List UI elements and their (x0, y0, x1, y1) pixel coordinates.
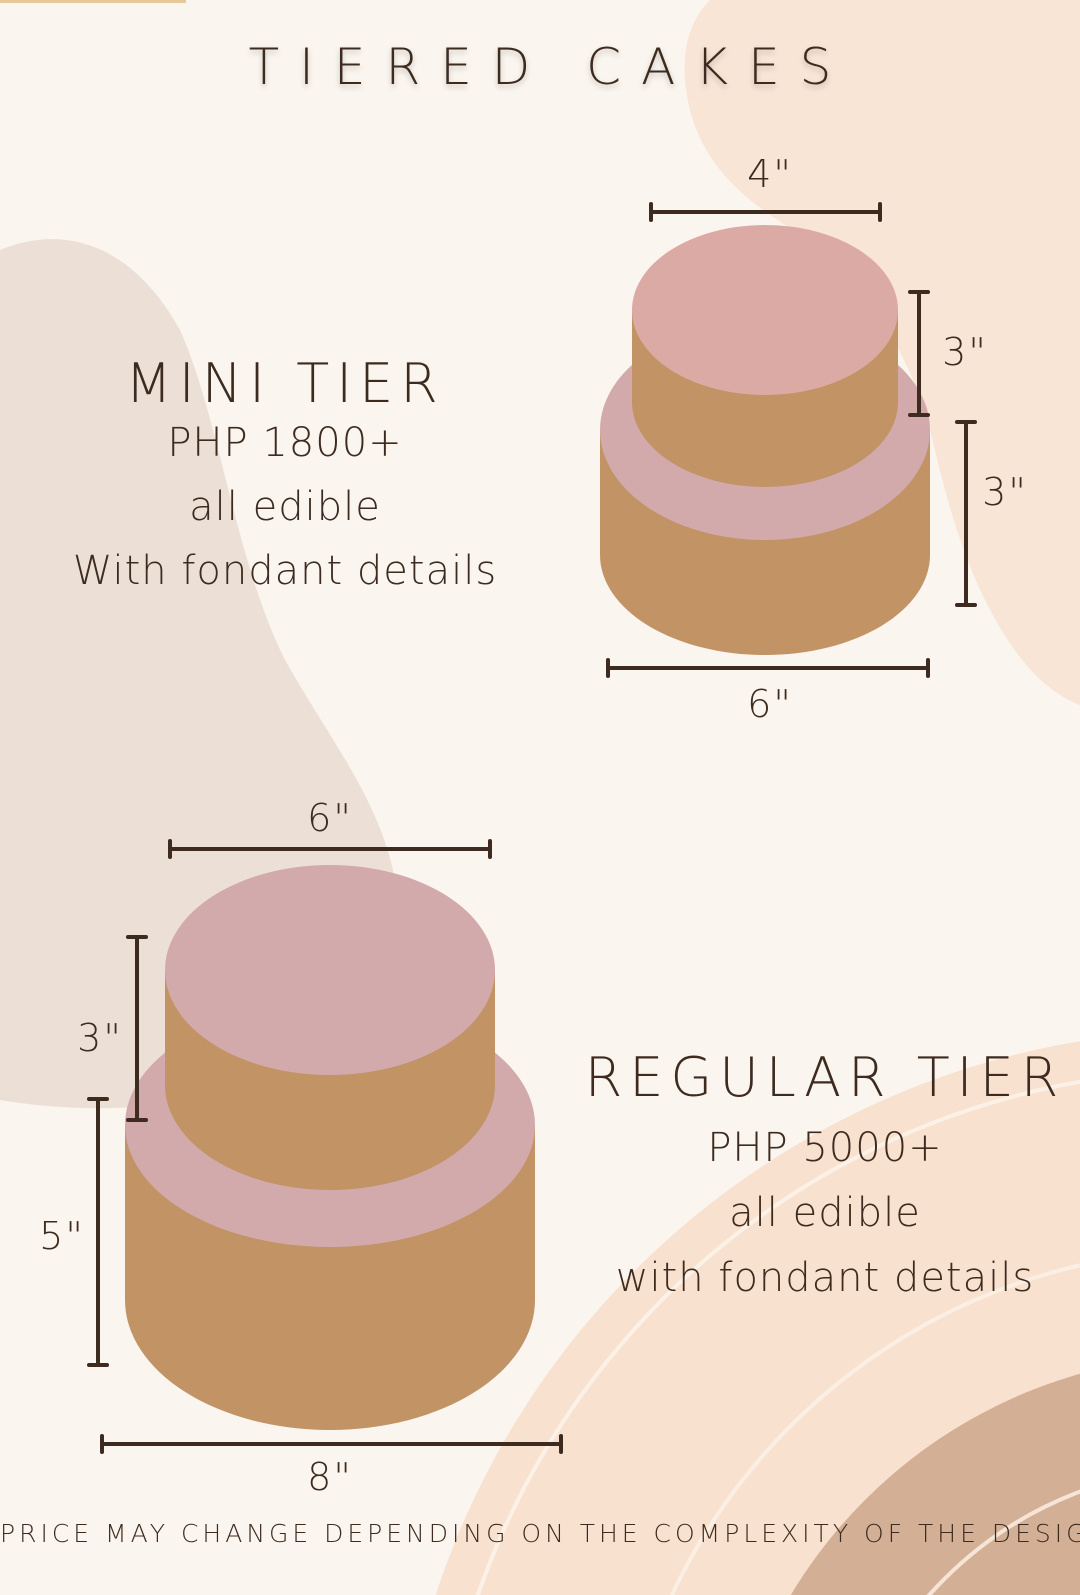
mini-top-height-label: 3" (942, 330, 988, 374)
regular-top-width-label: 6" (307, 796, 353, 840)
page-title: TIERED CAKES (248, 38, 852, 96)
mini-tier-edible: all edible (189, 484, 381, 530)
regular-tier-cake (125, 865, 535, 1430)
mini-top-width-label: 4" (747, 152, 793, 196)
regular-tier-dimension-lines (87, 839, 563, 1454)
regular-tier-details: with fondant details (615, 1255, 1035, 1301)
regular-bottom-width-label: 8" (307, 1455, 353, 1499)
regular-top-height-label: 3" (77, 1016, 123, 1060)
mini-tier-details: With fondant details (72, 548, 498, 594)
regular-tier-edible: all edible (729, 1190, 921, 1236)
mini-bottom-width-label: 6" (747, 682, 793, 726)
regular-bottom-height-label: 5" (39, 1214, 85, 1258)
top-accent-bar (0, 0, 186, 3)
regular-tier-name: REGULAR TIER (584, 1046, 1066, 1109)
mini-tier-cake (600, 225, 930, 655)
price-disclaimer: PRICE MAY CHANGE DEPENDING ON THE COMPLE… (0, 1519, 1080, 1548)
decorative-arcs (435, 1041, 1080, 1595)
mini-bottom-height-label: 3" (982, 470, 1028, 514)
mini-tier-dimension-lines (606, 202, 977, 678)
regular-tier-price: PHP 5000+ (707, 1125, 943, 1171)
right-background-blob (684, 0, 1080, 705)
mini-tier-name: MINI TIER (125, 352, 445, 415)
mini-tier-price: PHP 1800+ (167, 420, 403, 466)
